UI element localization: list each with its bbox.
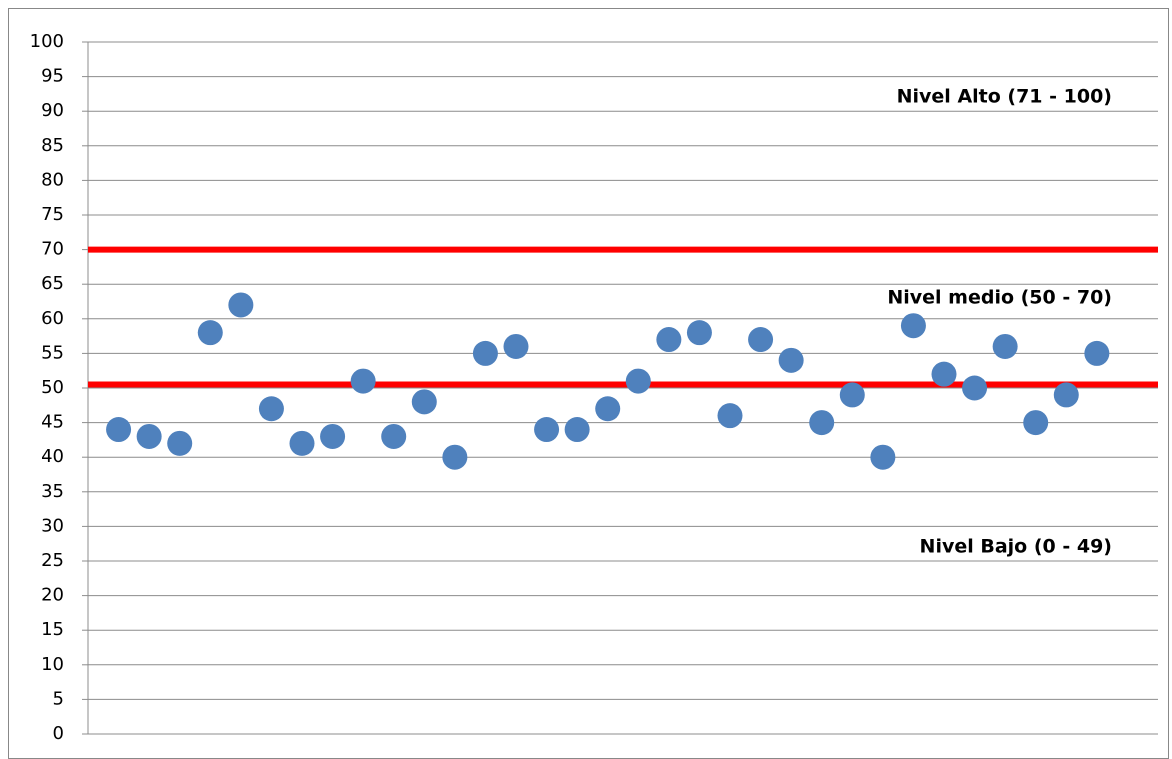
y-tick-label: 20 (41, 585, 64, 606)
point (748, 327, 774, 353)
point (962, 375, 988, 401)
point (870, 444, 896, 470)
y-tick-label: 25 (41, 550, 64, 571)
y-tick-label: 80 (41, 169, 64, 190)
point (442, 444, 468, 470)
point (992, 333, 1018, 359)
point (900, 313, 926, 339)
point (472, 340, 498, 366)
point (197, 320, 223, 346)
y-tick-label: 65 (41, 273, 64, 294)
point (381, 423, 407, 449)
y-tick-label: 60 (41, 308, 64, 329)
y-tick-label: 0 (53, 723, 64, 744)
annotation: Nivel Alto (71 - 100) (897, 86, 1112, 108)
point (534, 417, 560, 443)
point (717, 403, 743, 429)
point (839, 382, 865, 408)
y-tick-label: 85 (41, 135, 64, 156)
point (289, 430, 315, 456)
point (1084, 340, 1110, 366)
y-tick-label: 95 (41, 66, 64, 87)
annotation: Nivel Bajo (0 - 49) (920, 536, 1112, 558)
point (228, 292, 254, 318)
point (106, 417, 132, 443)
point (656, 327, 682, 353)
point (564, 417, 590, 443)
y-tick-label: 90 (41, 100, 64, 121)
point (167, 430, 193, 456)
point (625, 368, 651, 394)
annotation: Nivel medio (50 - 70) (887, 287, 1112, 309)
point (320, 423, 346, 449)
y-tick-label: 5 (53, 688, 64, 709)
y-tick-label: 55 (41, 342, 64, 363)
point (809, 410, 835, 436)
point (778, 347, 804, 373)
point (931, 361, 957, 387)
point (136, 423, 162, 449)
point (503, 333, 529, 359)
y-tick-label: 40 (41, 446, 64, 467)
y-tick-label: 70 (41, 239, 64, 260)
point (1023, 410, 1049, 436)
y-tick-label: 15 (41, 619, 64, 640)
point (350, 368, 376, 394)
point (595, 396, 621, 422)
y-tick-label: 30 (41, 515, 64, 536)
y-tick-label: 50 (41, 377, 64, 398)
y-tick-label: 10 (41, 654, 64, 675)
y-tick-label: 45 (41, 412, 64, 433)
point (1053, 382, 1079, 408)
y-tick-label: 100 (30, 31, 64, 52)
y-tick-label: 35 (41, 481, 64, 502)
point (411, 389, 437, 415)
point (686, 320, 712, 346)
point (258, 396, 284, 422)
y-tick-label: 75 (41, 204, 64, 225)
